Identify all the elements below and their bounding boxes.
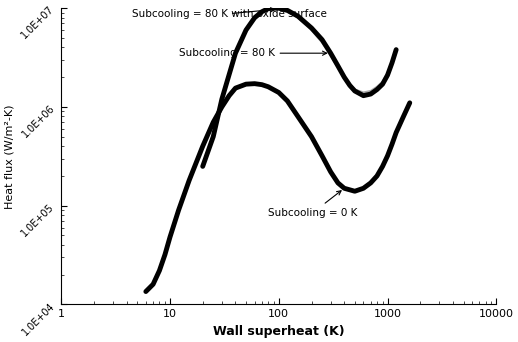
- Y-axis label: Heat flux (W/m²-K): Heat flux (W/m²-K): [4, 104, 14, 209]
- Text: Subcooling = 80 K with oxide surface: Subcooling = 80 K with oxide surface: [132, 8, 327, 19]
- Text: Subcooling = 80 K: Subcooling = 80 K: [179, 48, 327, 58]
- X-axis label: Wall superheat (K): Wall superheat (K): [213, 325, 344, 338]
- Text: Subcooling = 0 K: Subcooling = 0 K: [268, 191, 357, 218]
